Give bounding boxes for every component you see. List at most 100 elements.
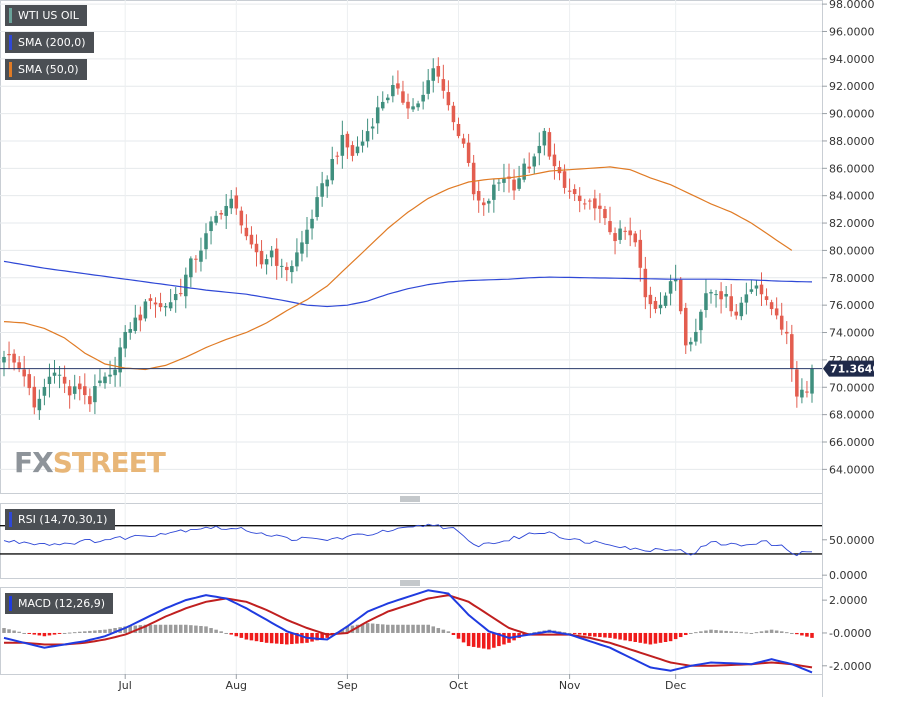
candle-33 — [168, 302, 173, 309]
fxstreet-logo: FXSTREET — [14, 446, 166, 479]
candle-64 — [325, 179, 329, 187]
candle-127 — [643, 268, 648, 298]
candle-142 — [719, 291, 723, 300]
legend-sma50-swatch — [9, 62, 12, 77]
macd-hist-bar-85 — [431, 626, 436, 633]
candle-149 — [754, 285, 759, 289]
candle-73 — [370, 126, 375, 129]
macd-hist-bar-98 — [497, 632, 501, 647]
main-pane-frame — [0, 0, 823, 494]
macd-hist-bar-17 — [88, 630, 92, 633]
macd-hist-bar-2 — [12, 630, 16, 633]
price-tick-label-4: 90.0000 — [829, 108, 875, 121]
legend-wti[interactable]: WTI US OIL — [5, 5, 87, 26]
candle-153 — [774, 308, 779, 316]
macd-hist-bar-62 — [315, 632, 319, 641]
macd-hist-bar-156 — [790, 632, 794, 634]
candle-55 — [279, 265, 284, 267]
macd-hist-bar-140 — [709, 629, 713, 633]
macd-hist-bar-92 — [466, 632, 471, 647]
candle-45 — [229, 198, 234, 209]
macd-hist-bar-1 — [7, 629, 11, 633]
candle-13 — [67, 386, 72, 396]
macd-hist-bar-46 — [234, 632, 239, 637]
candle-57 — [290, 266, 294, 273]
macd-hist-bar-3 — [17, 631, 21, 633]
candle-109 — [552, 154, 557, 167]
candle-102 — [517, 178, 521, 189]
macd-hist-bar-72 — [365, 623, 370, 633]
macd-line — [3, 589, 813, 674]
x-tick-label-0: Jul — [118, 679, 132, 692]
candle-8 — [42, 386, 47, 396]
x-tick-label-2: Sep — [337, 679, 358, 692]
macd-hist-bar-93 — [471, 632, 476, 647]
macd-hist-bar-87 — [441, 629, 446, 633]
candle-79 — [401, 91, 405, 103]
candle-61 — [310, 218, 314, 229]
candle-19 — [98, 380, 102, 384]
legend-rsi-label: RSI (14,70,30,1) — [18, 513, 108, 526]
candle-53 — [269, 250, 274, 258]
price-tick-label-5: 88.0000 — [829, 135, 875, 148]
legend-macd[interactable]: MACD (12,26,9) — [5, 593, 114, 614]
macd-hist-bar-31 — [158, 624, 163, 633]
candle-14 — [72, 386, 77, 394]
candle-9 — [47, 376, 52, 385]
candle-43 — [219, 212, 223, 215]
macd-hist-bar-36 — [184, 624, 188, 633]
candle-124 — [628, 230, 632, 236]
macd-hist-bar-141 — [714, 630, 718, 633]
price-tick-label-10: 78.0000 — [829, 272, 875, 285]
macd-hist-bar-125 — [633, 632, 638, 642]
candle-36 — [184, 274, 188, 297]
candle-92 — [466, 142, 471, 163]
macd-hist-bar-81 — [411, 624, 415, 633]
candle-129 — [653, 300, 658, 309]
candle-157 — [795, 369, 799, 397]
macd-hist-bar-34 — [173, 624, 178, 633]
candle-98 — [497, 182, 501, 184]
legend-sma200[interactable]: SMA (200,0) — [5, 32, 94, 53]
macd-hist-bar-127 — [643, 632, 648, 644]
candle-58 — [295, 252, 299, 267]
candle-68 — [345, 133, 350, 148]
macd-hist-bar-138 — [699, 631, 703, 633]
candle-27 — [138, 314, 143, 321]
macd-hist-bar-56 — [285, 632, 289, 645]
candle-88 — [446, 92, 451, 106]
candle-29 — [148, 298, 153, 301]
candle-51 — [259, 251, 264, 265]
candle-4 — [22, 369, 26, 377]
candle-30 — [153, 302, 158, 305]
candle-2 — [12, 353, 16, 363]
macd-hist-bar-86 — [436, 628, 441, 633]
candle-11 — [57, 374, 62, 376]
macd-hist-bar-76 — [386, 624, 390, 633]
macd-hist-bar-135 — [683, 632, 688, 636]
candle-3 — [17, 362, 21, 370]
macd-hist-bar-124 — [628, 632, 632, 642]
macd-hist-bar-5 — [27, 632, 32, 634]
candle-56 — [285, 266, 289, 271]
legend-sma50[interactable]: SMA (50,0) — [5, 59, 87, 80]
macd-hist-bar-123 — [623, 632, 627, 641]
candle-60 — [305, 229, 309, 244]
candle-0 — [2, 356, 6, 363]
candle-10 — [52, 372, 57, 376]
macd-hist-bar-95 — [481, 632, 486, 649]
macd-hist-bar-121 — [613, 632, 617, 639]
candle-155 — [784, 331, 789, 334]
legend-rsi[interactable]: RSI (14,70,30,1) — [5, 509, 116, 530]
macd-hist-bar-91 — [461, 632, 466, 643]
candle-123 — [623, 230, 627, 232]
macd-hist-bar-134 — [678, 632, 683, 638]
macd-hist-bar-94 — [476, 632, 481, 648]
candle-144 — [729, 296, 733, 312]
macd-hist-bar-153 — [774, 630, 779, 633]
candles — [2, 57, 814, 420]
candle-34 — [173, 294, 178, 301]
price-tick-label-8: 82.0000 — [829, 217, 875, 230]
macd-hist-bar-16 — [83, 631, 87, 633]
macd-hist-bar-13 — [67, 632, 72, 634]
